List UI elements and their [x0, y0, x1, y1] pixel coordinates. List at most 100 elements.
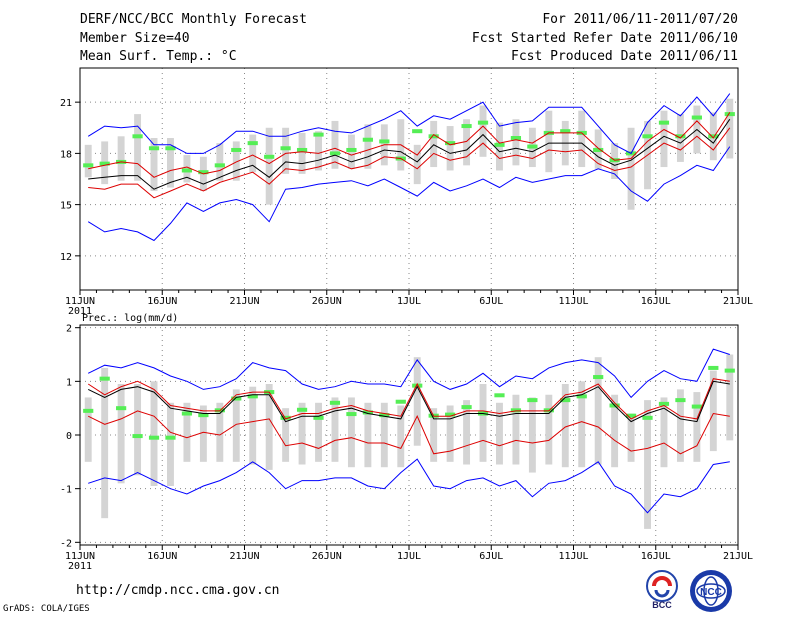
- x-tick-label: 16JUL: [641, 296, 671, 307]
- spread-box: [315, 402, 322, 462]
- series-line-max: [87, 348, 730, 399]
- x-tick-label: 16JUL: [641, 551, 671, 562]
- observation-marker: [181, 168, 193, 173]
- observation-marker: [395, 399, 406, 404]
- series-line-upper: [87, 378, 730, 420]
- forecast-start-date: Fcst Started Refer Date 2011/06/10: [471, 31, 738, 46]
- spread-box: [298, 402, 306, 465]
- spread-box: [117, 136, 125, 181]
- y-tick-label: 2: [66, 324, 72, 335]
- observation-marker: [527, 398, 538, 403]
- spread-box: [627, 127, 635, 210]
- observation-marker: [658, 120, 670, 125]
- series-line-min: [88, 458, 730, 514]
- x-tick-label: 1JUL: [397, 296, 421, 307]
- observation-marker: [708, 365, 719, 370]
- spread-box: [117, 384, 125, 484]
- observation-marker: [346, 147, 357, 152]
- ncc-logo: NCC: [690, 570, 732, 612]
- ncc-logo-text: NCC: [700, 587, 722, 598]
- series-line-lower: [88, 127, 731, 199]
- chart-panel-1: 11JUN 16JUN 21JUN 26JUN 1JUL 6JUL 11JUL 16JUL 21…: [60, 67, 753, 317]
- observation-marker: [296, 407, 308, 412]
- spread-box: [216, 143, 224, 181]
- observation-marker: [346, 412, 357, 417]
- observation-marker: [691, 404, 702, 409]
- spread-box: [331, 120, 339, 169]
- observation-marker: [329, 151, 341, 156]
- observation-marker: [708, 134, 719, 139]
- forecast-produced-date: Fcst Produced Date 2011/06/11: [511, 49, 738, 64]
- spread-box: [561, 384, 569, 468]
- spread-box: [726, 354, 734, 441]
- observation-marker: [379, 139, 390, 144]
- x-tick-label: 11JUN: [65, 296, 95, 307]
- spread-box: [249, 134, 257, 173]
- observation-marker: [593, 147, 604, 152]
- spread-box: [578, 110, 586, 168]
- x-tick-label: 6JUL: [479, 551, 503, 562]
- observation-marker: [675, 134, 686, 139]
- spread-box: [249, 386, 257, 465]
- observation-marker: [165, 146, 176, 151]
- y-tick-label: -1: [60, 485, 72, 496]
- x-tick-label: 16JUN: [147, 296, 177, 307]
- observation-marker: [593, 375, 604, 380]
- spread-box: [265, 127, 273, 205]
- spread-box: [545, 394, 553, 465]
- variable-label: Mean Surf. Temp.: °C: [80, 49, 237, 64]
- spread-box: [644, 400, 651, 529]
- member-size: Member Size=40: [80, 31, 190, 46]
- spread-box: [183, 402, 191, 462]
- spread-box: [364, 124, 372, 169]
- spread-box: [84, 144, 92, 178]
- spread-box: [676, 389, 684, 462]
- y-tick-label: 1: [66, 377, 72, 388]
- spread-box: [397, 405, 405, 468]
- spread-box: [430, 120, 438, 168]
- observation-marker: [264, 154, 275, 159]
- observation-marker: [99, 161, 110, 166]
- observation-marker: [494, 142, 505, 147]
- observation-marker: [477, 120, 489, 125]
- observation-marker: [148, 146, 160, 151]
- x-tick-label: 26JUN: [312, 296, 342, 307]
- observation-marker: [198, 413, 209, 418]
- x-tick-label: 11JUN: [65, 551, 95, 562]
- spread-box: [380, 402, 388, 468]
- observation-marker: [445, 141, 456, 146]
- observation-marker: [329, 400, 341, 405]
- series-line-upper: [88, 112, 731, 178]
- spread-box: [545, 110, 553, 173]
- spread-box: [413, 144, 421, 185]
- observation-marker: [313, 132, 324, 137]
- spread-box: [512, 394, 520, 465]
- observation-marker: [214, 163, 225, 168]
- series-line-max: [87, 146, 731, 242]
- panel-title-precip: Prec.: log(mm/d): [82, 313, 178, 324]
- x-tick-label: 11JUL: [558, 296, 588, 307]
- spread-box: [364, 402, 372, 468]
- y-tick-label: 21: [60, 98, 72, 109]
- spread-box: [496, 402, 503, 465]
- observation-marker: [724, 112, 735, 117]
- observation-marker: [296, 147, 308, 152]
- observation-marker: [132, 434, 143, 439]
- spread-box: [232, 389, 240, 462]
- observation-marker: [428, 134, 439, 139]
- spread-box: [660, 110, 668, 168]
- spread-box: [430, 408, 438, 462]
- y-tick-label: 18: [60, 149, 72, 160]
- forecast-period: For 2011/06/11-2011/07/20: [542, 12, 738, 27]
- observation-marker: [412, 383, 423, 388]
- spread-box: [413, 357, 421, 446]
- spread-box: [150, 138, 158, 191]
- observation-marker: [181, 411, 193, 416]
- source-url[interactable]: http://cmdp.ncc.cma.gov.cn: [76, 583, 280, 598]
- spread-box: [528, 397, 536, 473]
- observation-marker: [691, 115, 702, 120]
- spread-box: [660, 397, 668, 468]
- observation-marker: [658, 401, 670, 406]
- spread-box: [298, 132, 306, 174]
- bcc-logo-text: BCC: [652, 600, 672, 610]
